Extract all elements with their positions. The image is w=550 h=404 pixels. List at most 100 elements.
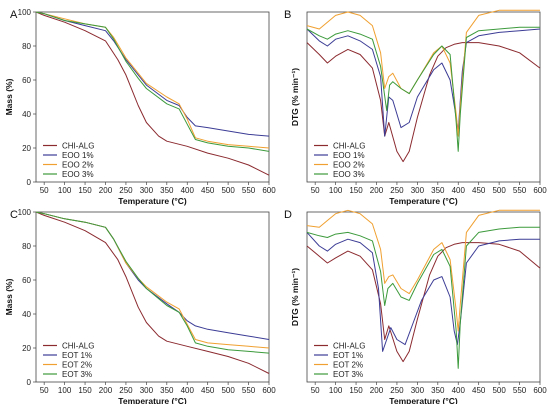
plot-frame [306, 211, 541, 383]
series-line-eot-3- [306, 226, 540, 369]
x-axis-label: Temperature (°C) [389, 396, 458, 404]
legend-entry: CHI-ALG [333, 342, 365, 351]
x-tick-label: 250 [119, 186, 133, 195]
legend-entry: EOO 2% [62, 161, 94, 170]
y-tick-label: 40 [22, 110, 31, 119]
y-tick-label: 80 [22, 242, 31, 251]
panel-label: C [10, 209, 18, 221]
x-tick-label: 500 [221, 186, 235, 195]
y-tick-label: 0 [27, 178, 32, 187]
x-tick-label: 550 [242, 386, 256, 395]
panel-a: A 50 100 150 200 250 300 350 400 450 500 550 600 0 20 4… [4, 8, 276, 206]
legend-entry: CHI-ALG [333, 142, 365, 151]
legend-entry: EOT 3% [333, 370, 363, 379]
x-tick-label: 150 [78, 186, 92, 195]
series-line-eot-2- [306, 209, 540, 332]
y-tick-label: 100 [18, 208, 32, 217]
x-tick-label: 200 [370, 186, 384, 195]
legend-entry: EOT 2% [333, 361, 363, 370]
x-tick-label: 50 [40, 386, 49, 395]
legend-entry: EOO 1% [333, 151, 365, 160]
series-line-eoo-3- [35, 11, 270, 152]
x-tick-label: 150 [349, 186, 363, 195]
x-tick-label: 50 [40, 186, 49, 195]
x-tick-label: 450 [201, 186, 215, 195]
y-tick-label: 60 [22, 76, 31, 85]
legend-entry: EOT 1% [62, 351, 92, 360]
panel-d: D 50 100 150 200 250 300 350 400 450 500 550 600 Temp… [284, 209, 547, 404]
y-tick-label: 60 [22, 276, 31, 285]
legend-entry: EOO 1% [62, 151, 94, 160]
x-tick-label: 300 [140, 186, 154, 195]
x-tick-label: 200 [99, 386, 113, 395]
series-line-eot-2- [35, 211, 270, 349]
y-tick-label: 100 [18, 8, 32, 17]
legend-entry: CHI-ALG [62, 142, 94, 151]
x-tick-label: 350 [160, 186, 174, 195]
x-tick-label: 600 [533, 386, 547, 395]
series-line-chi-alg [35, 211, 270, 374]
x-tick-label: 300 [411, 386, 425, 395]
x-tick-label: 450 [472, 386, 486, 395]
x-tick-label: 50 [311, 386, 320, 395]
x-tick-label: 400 [452, 186, 466, 195]
x-tick-label: 200 [99, 186, 113, 195]
x-tick-label: 100 [329, 186, 343, 195]
y-tick-label: 40 [22, 310, 31, 319]
series-line-eoo-1- [35, 11, 270, 137]
x-tick-label: 400 [181, 186, 195, 195]
x-tick-label: 250 [390, 386, 404, 395]
panel-b: B 50 100 150 200 250 300 350 400 450 500 550 600 Temp… [284, 9, 547, 206]
x-tick-label: 600 [533, 186, 547, 195]
legend-entry: EOT 3% [62, 370, 92, 379]
series-line-eoo-2- [306, 9, 540, 137]
series-line-chi-alg [306, 242, 541, 363]
series-line-eot-1- [306, 232, 540, 352]
x-tick-label: 50 [311, 186, 320, 195]
series-line-eot-3- [35, 211, 270, 354]
x-tick-label: 150 [78, 386, 92, 395]
series-line-eot-1- [35, 211, 270, 340]
x-tick-label: 200 [370, 386, 384, 395]
x-tick-label: 250 [119, 386, 133, 395]
x-tick-label: 600 [262, 386, 276, 395]
series-line-eoo-1- [306, 28, 541, 137]
x-tick-label: 550 [513, 386, 527, 395]
x-tick-label: 250 [390, 186, 404, 195]
panel-label: A [10, 9, 18, 21]
x-tick-label: 100 [58, 386, 72, 395]
series-line-eoo-3- [306, 26, 540, 152]
panel-label: D [284, 209, 292, 221]
x-tick-label: 350 [431, 186, 445, 195]
x-tick-label: 300 [140, 386, 154, 395]
y-tick-label: 20 [22, 144, 31, 153]
legend-entry: EOT 2% [62, 361, 92, 370]
y-tick-label: 0 [27, 378, 32, 387]
series-line-eoo-2- [35, 11, 270, 149]
legend-entry: CHI-ALG [62, 342, 94, 351]
x-tick-label: 500 [492, 386, 506, 395]
y-tick-label: 20 [22, 344, 31, 353]
legend-entry: EOO 3% [62, 170, 94, 179]
x-tick-label: 500 [492, 186, 506, 195]
panel-label: B [284, 9, 291, 21]
plot-frame [35, 11, 270, 183]
legend-entry: EOO 2% [333, 161, 365, 170]
legend-entry: EOT 1% [333, 351, 363, 360]
legend-entry: EOO 3% [333, 170, 365, 179]
y-axis-label: DTG (% min⁻¹) [290, 268, 300, 326]
y-axis-label: DTG (% min⁻¹) [290, 68, 300, 126]
x-tick-label: 400 [181, 386, 195, 395]
x-axis-label: Temperature (°C) [118, 396, 187, 404]
x-tick-label: 450 [201, 386, 215, 395]
x-tick-label: 550 [513, 186, 527, 195]
y-tick-label: 80 [22, 42, 31, 51]
x-tick-label: 450 [472, 186, 486, 195]
plot-frame [35, 211, 270, 383]
x-tick-label: 400 [452, 386, 466, 395]
